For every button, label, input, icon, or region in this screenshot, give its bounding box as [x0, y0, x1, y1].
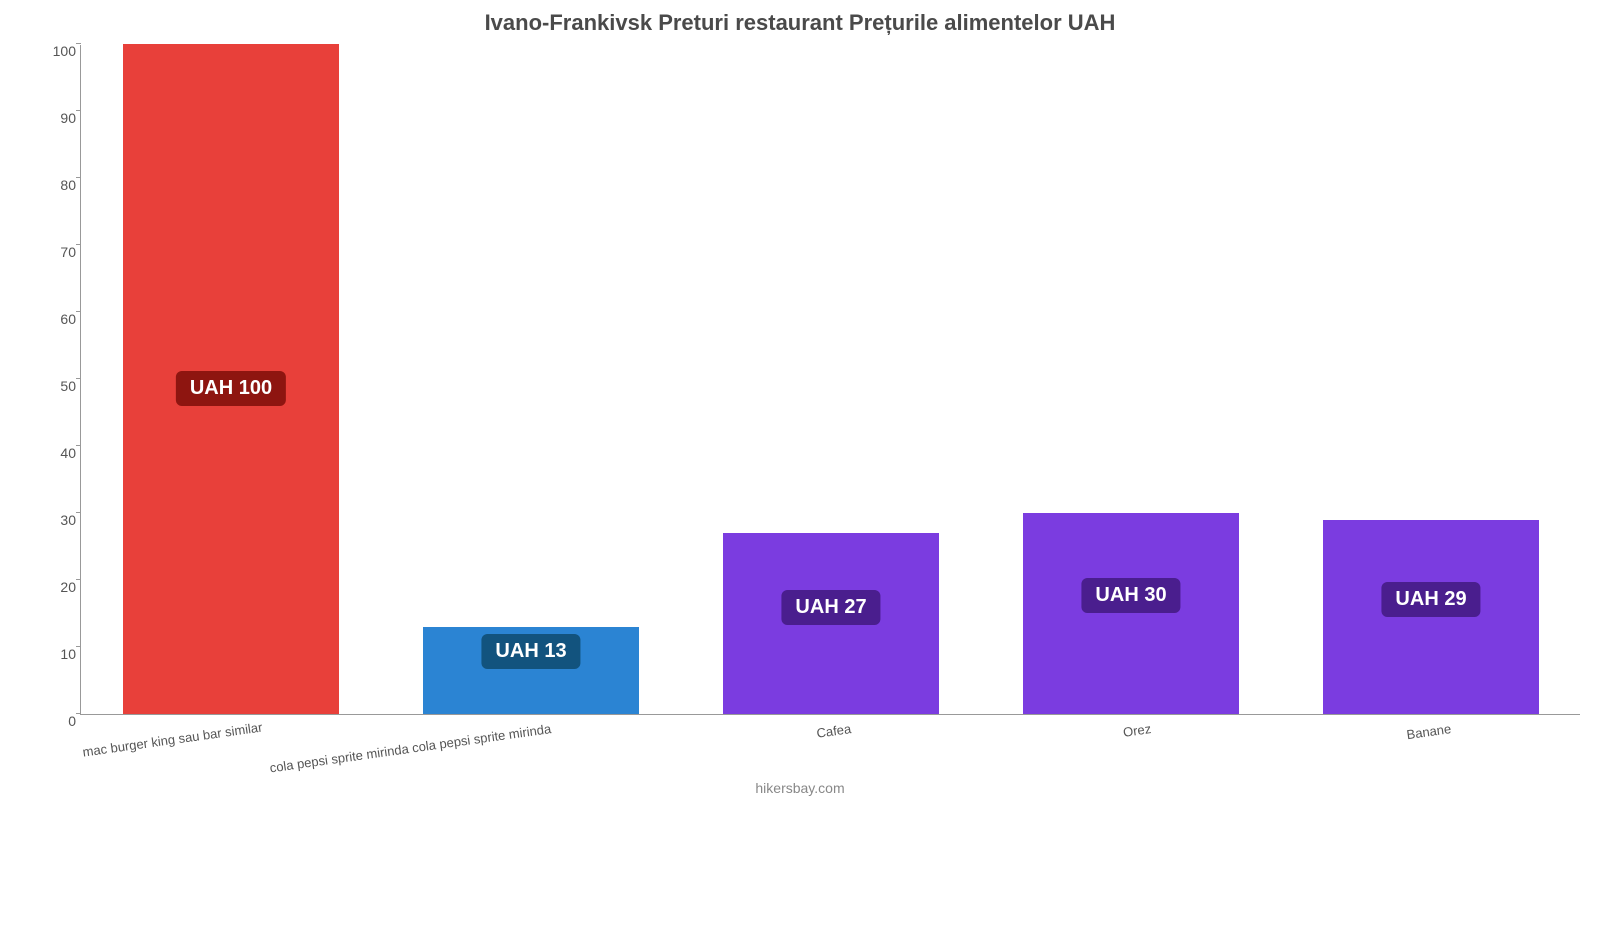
y-tick-label: 100 — [36, 43, 76, 59]
y-tick-mark — [76, 311, 81, 312]
y-tick-mark — [76, 378, 81, 379]
y-tick-mark — [76, 43, 81, 44]
bar-value-badge: UAH 30 — [1081, 578, 1180, 613]
y-tick-label: 90 — [36, 110, 76, 126]
y-tick-label: 10 — [36, 646, 76, 662]
y-tick-label: 30 — [36, 512, 76, 528]
y-tick-mark — [76, 110, 81, 111]
y-tick-label: 0 — [36, 713, 76, 729]
chart-title: Ivano-Frankivsk Preturi restaurant Prețu… — [0, 0, 1600, 36]
chart-footer: hikersbay.com — [0, 780, 1600, 796]
plot-area: 0102030405060708090100 UAH 100UAH 13UAH … — [80, 45, 1580, 715]
y-tick-mark — [76, 445, 81, 446]
x-axis-label: Banane — [93, 721, 1452, 927]
y-tick-label: 40 — [36, 445, 76, 461]
bar — [1023, 513, 1239, 714]
y-tick-label: 60 — [36, 311, 76, 327]
y-tick-mark — [76, 713, 81, 714]
bar-value-badge: UAH 13 — [481, 634, 580, 669]
bar-value-badge: UAH 27 — [781, 590, 880, 625]
y-tick-mark — [76, 244, 81, 245]
y-tick-label: 20 — [36, 579, 76, 595]
bar-value-badge: UAH 100 — [176, 371, 286, 406]
y-tick-label: 70 — [36, 244, 76, 260]
bar-value-badge: UAH 29 — [1381, 582, 1480, 617]
y-tick-mark — [76, 579, 81, 580]
y-tick-mark — [76, 646, 81, 647]
y-tick-label: 50 — [36, 378, 76, 394]
x-axis-label: mac burger king sau bar similar — [82, 721, 252, 760]
y-tick-mark — [76, 177, 81, 178]
x-axis-label: Orez — [90, 721, 1152, 885]
y-tick-label: 80 — [36, 177, 76, 193]
y-tick-mark — [76, 512, 81, 513]
